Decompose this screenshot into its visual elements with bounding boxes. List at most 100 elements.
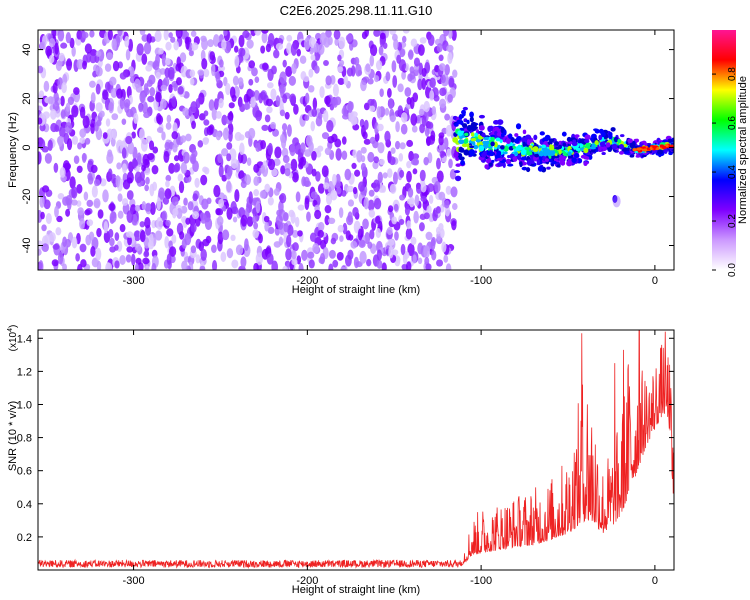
noise-cell (273, 188, 280, 196)
signal-cell (571, 157, 577, 164)
signal-cell (452, 137, 459, 143)
noise-cell (139, 30, 146, 36)
signal-cell (542, 151, 548, 157)
noise-cell (431, 250, 437, 261)
noise-cell (438, 54, 444, 62)
signal-cell (589, 137, 595, 141)
signal-cell (458, 114, 463, 121)
noise-cell (242, 30, 250, 39)
noise-cell (234, 55, 240, 68)
noise-cell (401, 70, 406, 80)
noise-cell (267, 142, 273, 156)
signal-cell (522, 129, 527, 135)
noise-cell (190, 223, 197, 233)
noise-cell (254, 30, 262, 36)
noise-cell (339, 235, 344, 243)
noise-cell (330, 237, 337, 245)
noise-cell (413, 57, 421, 67)
signal-cell (487, 125, 493, 133)
noise-cell (406, 139, 414, 148)
noise-cell (117, 193, 123, 202)
noise-cell (426, 205, 432, 215)
noise-cell (164, 188, 172, 200)
noise-cell (281, 123, 288, 132)
noise-cell (170, 36, 176, 43)
noise-cell (71, 199, 78, 206)
noise-cell (342, 222, 348, 235)
signal-cell (550, 145, 555, 151)
signal-cell (547, 140, 553, 145)
noise-cell (274, 146, 282, 159)
noise-cell (407, 49, 414, 60)
noise-cell (79, 218, 86, 230)
noise-cell (49, 37, 56, 48)
signal-cell (503, 129, 507, 136)
noise-cell (144, 265, 150, 270)
noise-cell (436, 170, 444, 183)
noise-cell (436, 259, 444, 267)
noise-cell (141, 53, 148, 65)
noise-cell (232, 216, 238, 223)
noise-cell (308, 259, 315, 269)
noise-cell (417, 78, 423, 91)
noise-cell (421, 77, 427, 90)
signal-cell (486, 151, 493, 156)
noise-cell (283, 212, 289, 222)
noise-cell (206, 125, 214, 136)
noise-cell (421, 115, 427, 128)
colorbar-tick-label: 0.8 (727, 67, 738, 81)
signal-cell (584, 134, 591, 141)
noise-cell (152, 146, 159, 154)
noise-cell (141, 101, 148, 114)
noise-cell (317, 229, 324, 238)
noise-cell (293, 103, 299, 115)
noise-cell (333, 30, 341, 40)
noise-cell (343, 75, 349, 86)
noise-cell (71, 105, 79, 118)
noise-cell (327, 136, 335, 144)
noise-cell (404, 87, 412, 97)
signal-cell (618, 143, 625, 150)
signal-cell (522, 141, 526, 148)
noise-cell (352, 206, 359, 218)
signal-cell (470, 132, 475, 137)
noise-cell (169, 246, 177, 257)
noise-cell (446, 148, 452, 157)
noise-cell (350, 65, 356, 77)
noise-cell (432, 209, 438, 222)
noise-cell (144, 203, 152, 212)
noise-cell (114, 260, 120, 269)
noise-cell (42, 111, 50, 119)
signal-cell (563, 151, 567, 157)
noise-cell (363, 119, 369, 130)
noise-cell (372, 179, 381, 193)
noise-cell (105, 118, 111, 127)
signal-cell (490, 136, 495, 141)
signal-cell (520, 149, 527, 156)
signal-cell (585, 142, 591, 147)
noise-cell (228, 129, 233, 142)
noise-cell (378, 45, 384, 56)
noise-cell (444, 64, 450, 76)
noise-cell (251, 67, 258, 77)
noise-cell (438, 63, 446, 72)
noise-cell (253, 189, 260, 197)
signal-cell (665, 135, 672, 140)
noise-cell (131, 131, 136, 139)
noise-cell (310, 54, 316, 61)
noise-cell (300, 142, 306, 153)
noise-cell (414, 194, 420, 207)
noise-cell (252, 228, 259, 239)
noise-cell (421, 67, 427, 77)
noise-cell (384, 130, 391, 143)
noise-cell (134, 204, 141, 212)
noise-cell (444, 200, 450, 209)
noise-cell (264, 114, 271, 123)
noise-cell (295, 191, 301, 203)
noise-cell (156, 114, 164, 125)
signal-cell (485, 158, 492, 164)
noise-cell (270, 88, 277, 101)
noise-cell (59, 167, 66, 178)
noise-cell (324, 205, 332, 214)
signal-cell (458, 146, 464, 153)
